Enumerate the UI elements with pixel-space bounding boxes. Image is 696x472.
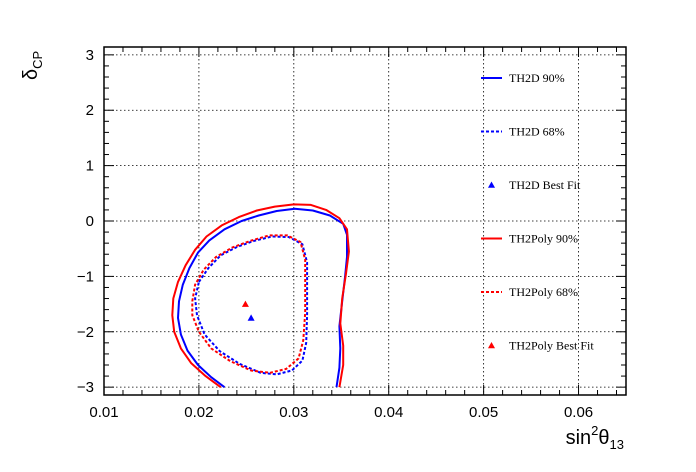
contour-th2poly-90: [171, 203, 350, 389]
legend: TH2D 90% TH2D 68% TH2D Best Fit TH2Poly 90%…: [481, 71, 594, 353]
legend-swatch-th2poly-best-fit: [488, 342, 495, 349]
y-tick-label: 2: [86, 102, 94, 119]
y-tick-label: 1: [86, 158, 94, 175]
y-tick-label: −3: [77, 379, 94, 396]
series-layer: [171, 203, 350, 389]
legend-label-th2d-68: TH2D 68%: [509, 125, 565, 139]
x-axis-title-mid: θ: [598, 427, 609, 449]
y-tick-label: 0: [86, 213, 94, 230]
legend-label-th2poly-best-fit: TH2Poly Best Fit: [509, 339, 594, 353]
axes: 0.01 0.02 0.03 0.04 0.05 0.06 −3 −2 −1 0 1 2 3: [77, 47, 626, 421]
y-axis-title-base: δ: [20, 69, 42, 80]
x-tick-label: 0.06: [564, 404, 593, 421]
legend-swatch-th2d-best-fit: [488, 181, 495, 188]
y-tick-label: −1: [77, 268, 94, 285]
marker-th2poly-best-fit: [241, 300, 249, 307]
y-axis-title-sub: CP: [30, 51, 45, 69]
y-tick-label: 3: [86, 47, 94, 64]
x-tick-label: 0.04: [374, 404, 403, 421]
x-tick-label: 0.03: [279, 404, 308, 421]
x-tick-label: 0.05: [469, 404, 498, 421]
x-axis-title-sup: 2: [591, 423, 598, 438]
y-axis-title: δCP: [20, 51, 45, 80]
x-axis-title: sin2θ13: [566, 423, 624, 452]
contour-th2d-68: [194, 235, 309, 376]
x-axis-title-sub: 13: [610, 437, 624, 452]
contour-th2poly-68: [191, 234, 307, 374]
x-tick-label: 0.02: [184, 404, 213, 421]
legend-label-th2poly-90: TH2Poly 90%: [509, 232, 578, 246]
legend-label-th2d-90: TH2D 90%: [509, 71, 565, 85]
x-tick-label: 0.01: [89, 404, 118, 421]
grid-lines: [103, 47, 626, 395]
marker-th2d-best-fit: [247, 314, 255, 321]
legend-label-th2poly-68: TH2Poly 68%: [509, 285, 578, 299]
x-axis-title-base: sin: [566, 427, 592, 449]
y-tick-label: −2: [77, 324, 94, 341]
legend-label-th2d-best-fit: TH2D Best Fit: [509, 178, 581, 192]
